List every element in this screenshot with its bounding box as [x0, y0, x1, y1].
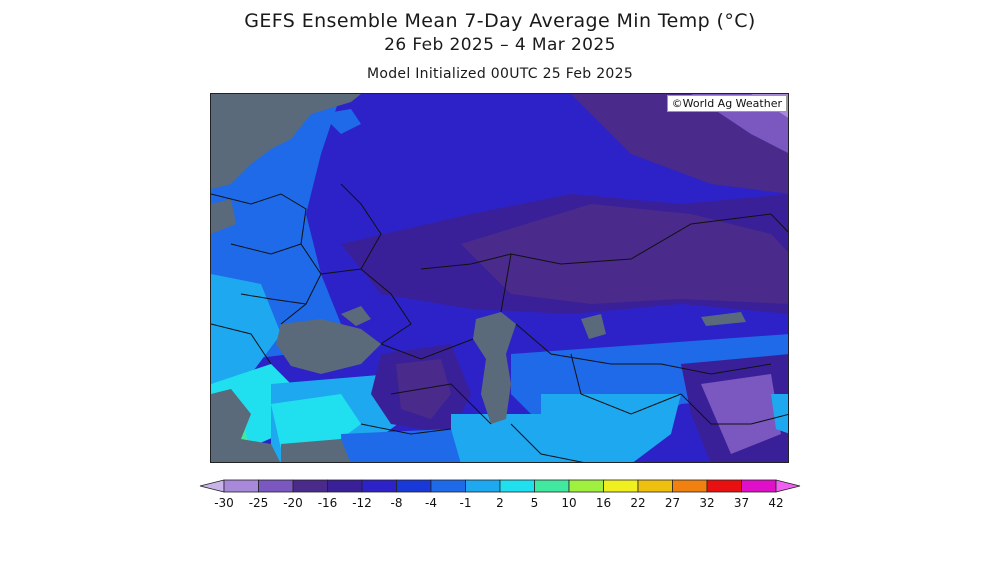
map-date-range: 26 Feb 2025 – 4 Mar 2025 [384, 35, 616, 55]
legend-swatch [603, 479, 639, 493]
legend-tick-label: -20 [283, 496, 303, 510]
legend-arrow-high [775, 479, 801, 493]
legend-swatch [430, 479, 466, 493]
baltic-sea [211, 94, 361, 189]
mediterranean [281, 439, 351, 462]
border-belarus [340, 183, 382, 270]
aegean-sea [211, 389, 280, 462]
legend-swatch [465, 479, 501, 493]
iran-zone [451, 414, 541, 462]
legend-tick-label: 32 [699, 496, 715, 510]
legend-swatch [223, 479, 259, 493]
legend-swatch [637, 479, 673, 493]
legend-tick-label: -16 [317, 496, 338, 510]
legend-tick-label: 27 [664, 496, 681, 510]
border-tajik [680, 393, 788, 425]
legend-swatch [499, 479, 535, 493]
legend-tick-label: 22 [630, 496, 646, 510]
border-iran-afghan [510, 423, 584, 462]
legend-swatch [258, 479, 294, 493]
temperature-map: ©World Ag Weather [210, 93, 789, 463]
legend-tick-label: -12 [352, 496, 372, 510]
iraq-zone [341, 429, 461, 462]
pamir-core [701, 374, 781, 454]
border-kazakhstan-south [515, 323, 772, 375]
border-poland [230, 243, 302, 255]
turkey-coast-zone [271, 394, 361, 454]
credit-watermark: ©World Ag Weather [666, 95, 787, 112]
coldest-core [461, 204, 788, 304]
caspian-sea [473, 312, 516, 424]
border-kazakhstan-west [500, 253, 512, 313]
legend-tick-label: 10 [561, 496, 577, 510]
legend-tick-label: 5 [530, 496, 539, 510]
sea-of-azov [341, 306, 371, 326]
legend-tick-label: 16 [595, 496, 612, 510]
legend-tick-label: -30 [214, 496, 234, 510]
adriatic-north [211, 199, 236, 234]
border-turkey-iran [390, 383, 492, 425]
legend-swatch [396, 479, 432, 493]
model-init-text: Model Initialized 00UTC 25 Feb 2025 [366, 66, 634, 82]
aral-sea [581, 314, 606, 339]
tarim-zone [771, 394, 788, 434]
legend-swatch [534, 479, 570, 493]
sw-warm-zone [211, 274, 281, 384]
border-ukraine-russia [320, 268, 412, 345]
legend-swatch [292, 479, 328, 493]
color-legend: -30 -25 -20 -16 -12 -8 -4 -1 2 5 10 16 22 27 32 37 42 [198, 478, 802, 518]
legend-swatch [361, 479, 397, 493]
legend-swatch [568, 479, 604, 493]
border-uzbek [570, 353, 682, 415]
border-romania [240, 293, 307, 305]
legend-tick-label: -8 [390, 496, 403, 510]
legend-swatch [706, 479, 742, 493]
border-balkans [211, 323, 272, 365]
gotland-island [321, 109, 361, 134]
lake-balkhash [701, 312, 746, 326]
legend-swatch [327, 479, 363, 493]
country-borders [211, 183, 788, 462]
legend-tick-label: 2 [496, 496, 504, 510]
border-west [211, 193, 322, 325]
legend-tick-label: -1 [459, 496, 472, 510]
color-legend-bar [199, 479, 801, 493]
border-syria-iraq [360, 423, 452, 435]
border-caucasus [380, 338, 474, 360]
map-title: GEFS Ensemble Mean 7-Day Average Min Tem… [244, 10, 756, 32]
legend-tick-label: 37 [733, 496, 750, 510]
border-kazakhstan-north [420, 213, 788, 270]
black-sea [276, 319, 381, 374]
legend-tick-label: -25 [248, 496, 269, 510]
color-legend-ticks: -30 -25 -20 -16 -12 -8 -4 -1 2 5 10 16 22 27 32 37 42 [198, 496, 802, 512]
legend-swatch [672, 479, 708, 493]
turkmen-zone [541, 394, 681, 462]
legend-tick-label: 42 [768, 496, 784, 510]
legend-arrow-low [199, 479, 225, 493]
legend-swatch [741, 479, 777, 493]
map-canvas [211, 94, 788, 462]
legend-tick-label: -4 [425, 496, 437, 510]
